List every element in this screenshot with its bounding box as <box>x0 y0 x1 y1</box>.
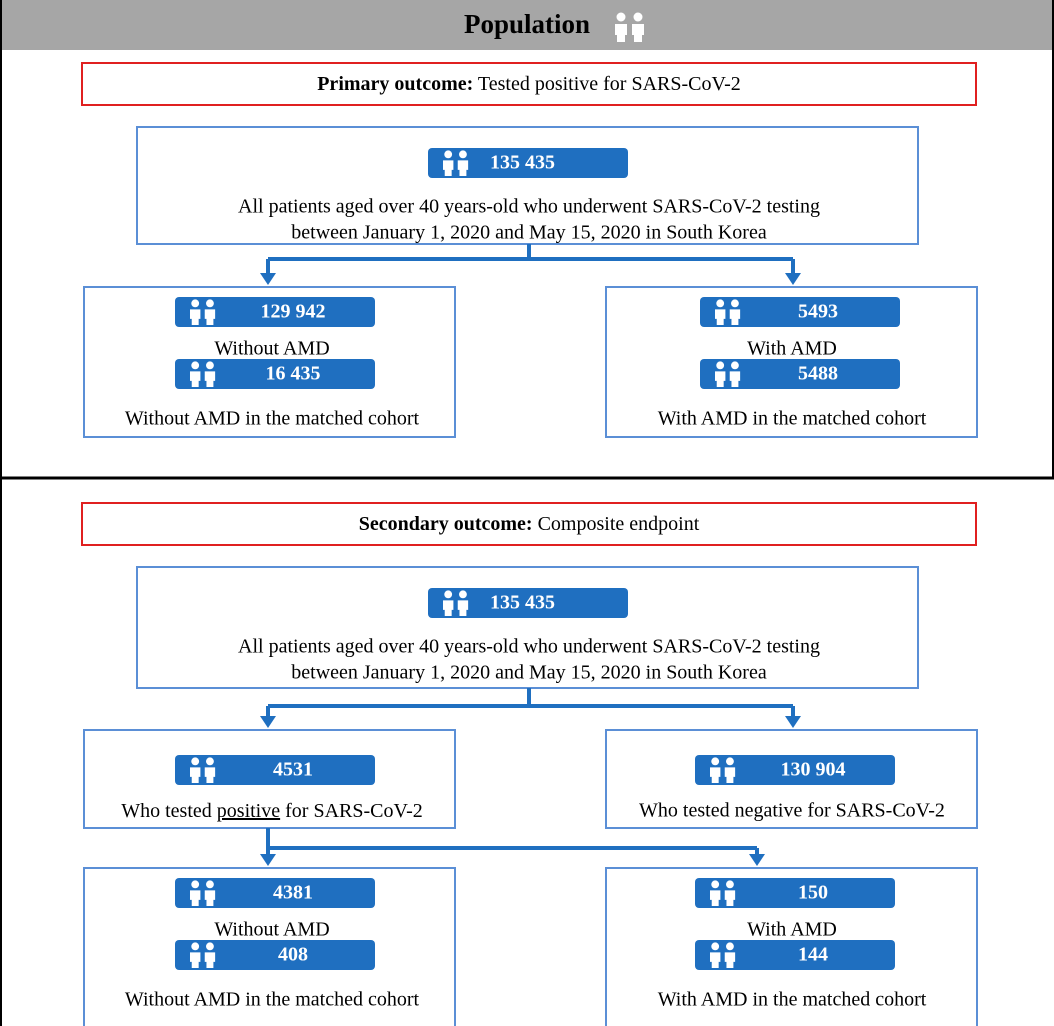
count-pill <box>175 297 375 327</box>
label: Without AMD <box>214 919 329 941</box>
count: 16 435 <box>266 363 321 385</box>
count-pill <box>175 940 375 970</box>
count: 150 <box>798 882 828 904</box>
label: All patients aged over 40 years-old who … <box>238 636 820 658</box>
outcome-box <box>81 502 977 546</box>
header-bar <box>0 0 1054 50</box>
label: Who tested positive for SARS-CoV-2 <box>121 800 423 822</box>
label-part: positive <box>217 800 280 822</box>
count: 408 <box>278 944 308 966</box>
label-part: Who tested <box>121 800 217 822</box>
box <box>136 566 919 689</box>
count-pill <box>428 588 628 618</box>
label: With AMD in the matched cohort <box>658 989 927 1011</box>
outcome-text: Composite endpoint <box>538 513 700 535</box>
connector <box>266 688 795 720</box>
label: between January 1, 2020 and May 15, 2020… <box>291 662 767 684</box>
count-pill <box>175 359 375 389</box>
arrowhead <box>785 716 801 728</box>
box <box>136 126 919 245</box>
connector <box>266 244 795 277</box>
count: 135 435 <box>490 592 555 614</box>
arrowhead <box>260 716 276 728</box>
arrowhead <box>785 273 801 285</box>
label: With AMD in the matched cohort <box>658 408 927 430</box>
count-pill <box>175 878 375 908</box>
count-pill <box>695 878 895 908</box>
header-title: Population <box>464 9 590 39</box>
arrowhead <box>749 854 765 866</box>
count-pill <box>700 359 900 389</box>
count-pill <box>428 148 628 178</box>
content: Primary outcome: Tested positive for SAR… <box>81 62 978 1026</box>
outcome-box <box>81 62 977 106</box>
outcome-text: Tested positive for SARS-CoV-2 <box>478 73 741 95</box>
count: 4531 <box>273 759 313 781</box>
count-pill <box>695 755 895 785</box>
count-pill <box>700 297 900 327</box>
count: 144 <box>798 944 828 966</box>
count-pill <box>695 940 895 970</box>
count: 5493 <box>798 301 838 323</box>
connector <box>266 828 759 858</box>
label: Without AMD in the matched cohort <box>125 408 420 430</box>
outcome: Secondary outcome: Composite endpoint <box>359 513 700 535</box>
count: 129 942 <box>261 301 326 323</box>
label: All patients aged over 40 years-old who … <box>238 196 820 218</box>
label: between January 1, 2020 and May 15, 2020… <box>291 222 767 244</box>
count-pill <box>175 755 375 785</box>
arrowhead <box>260 273 276 285</box>
count: 130 904 <box>781 759 846 781</box>
outcome: Primary outcome: Tested positive for SAR… <box>317 73 741 95</box>
label: Without AMD in the matched cohort <box>125 989 420 1011</box>
label: Without AMD <box>214 338 329 360</box>
arrowhead <box>260 854 276 866</box>
label-part: for SARS-CoV-2 <box>280 800 423 822</box>
outcome-label: Primary outcome: <box>317 73 473 95</box>
outcome-label: Secondary outcome: <box>359 513 533 535</box>
label: With AMD <box>747 919 837 941</box>
label: With AMD <box>747 338 837 360</box>
label: Who tested negative for SARS-CoV-2 <box>639 800 945 822</box>
count: 5488 <box>798 363 838 385</box>
count: 4381 <box>273 882 313 904</box>
count: 135 435 <box>490 152 555 174</box>
